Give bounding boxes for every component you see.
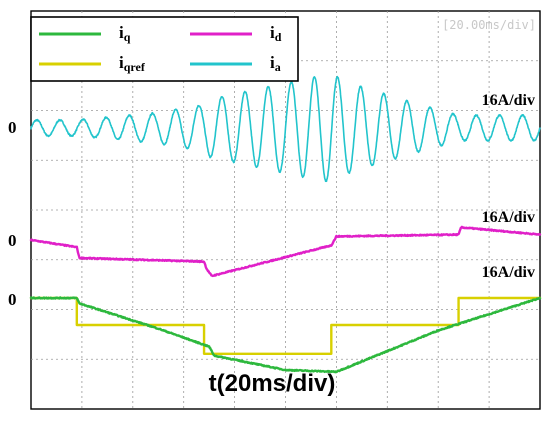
legend-label-iqref: iqref <box>119 53 146 74</box>
legend-label-ia: ia <box>270 53 281 74</box>
trace-id <box>29 225 542 278</box>
scale-label-ia: 16A/div <box>482 92 535 109</box>
scale-label-iq: 16A/div <box>482 264 535 281</box>
trace-layer <box>29 75 542 374</box>
zero-marker-ia: 0 <box>8 118 17 137</box>
trace-ia <box>30 75 541 183</box>
zero-marker-id: 0 <box>8 231 17 250</box>
trace-iqref <box>29 296 542 355</box>
x-axis-label: t(20ms/div) <box>209 370 336 397</box>
time-per-div-readout: [20.00ms/div] <box>442 18 536 32</box>
scale-label-id: 16A/div <box>482 209 535 226</box>
legend-label-iq: iq <box>119 23 131 44</box>
legend-box <box>30 16 299 82</box>
trace-iq <box>29 296 542 374</box>
zero-marker-iq: 0 <box>8 290 17 309</box>
legend-item-iq: iq <box>39 23 131 44</box>
legend-item-id: id <box>190 23 282 44</box>
legend-item-iqref: iqref <box>39 53 146 74</box>
legend-item-ia: ia <box>190 53 281 74</box>
legend: iq id iqref ia <box>30 16 299 82</box>
legend-label-id: id <box>270 23 282 44</box>
